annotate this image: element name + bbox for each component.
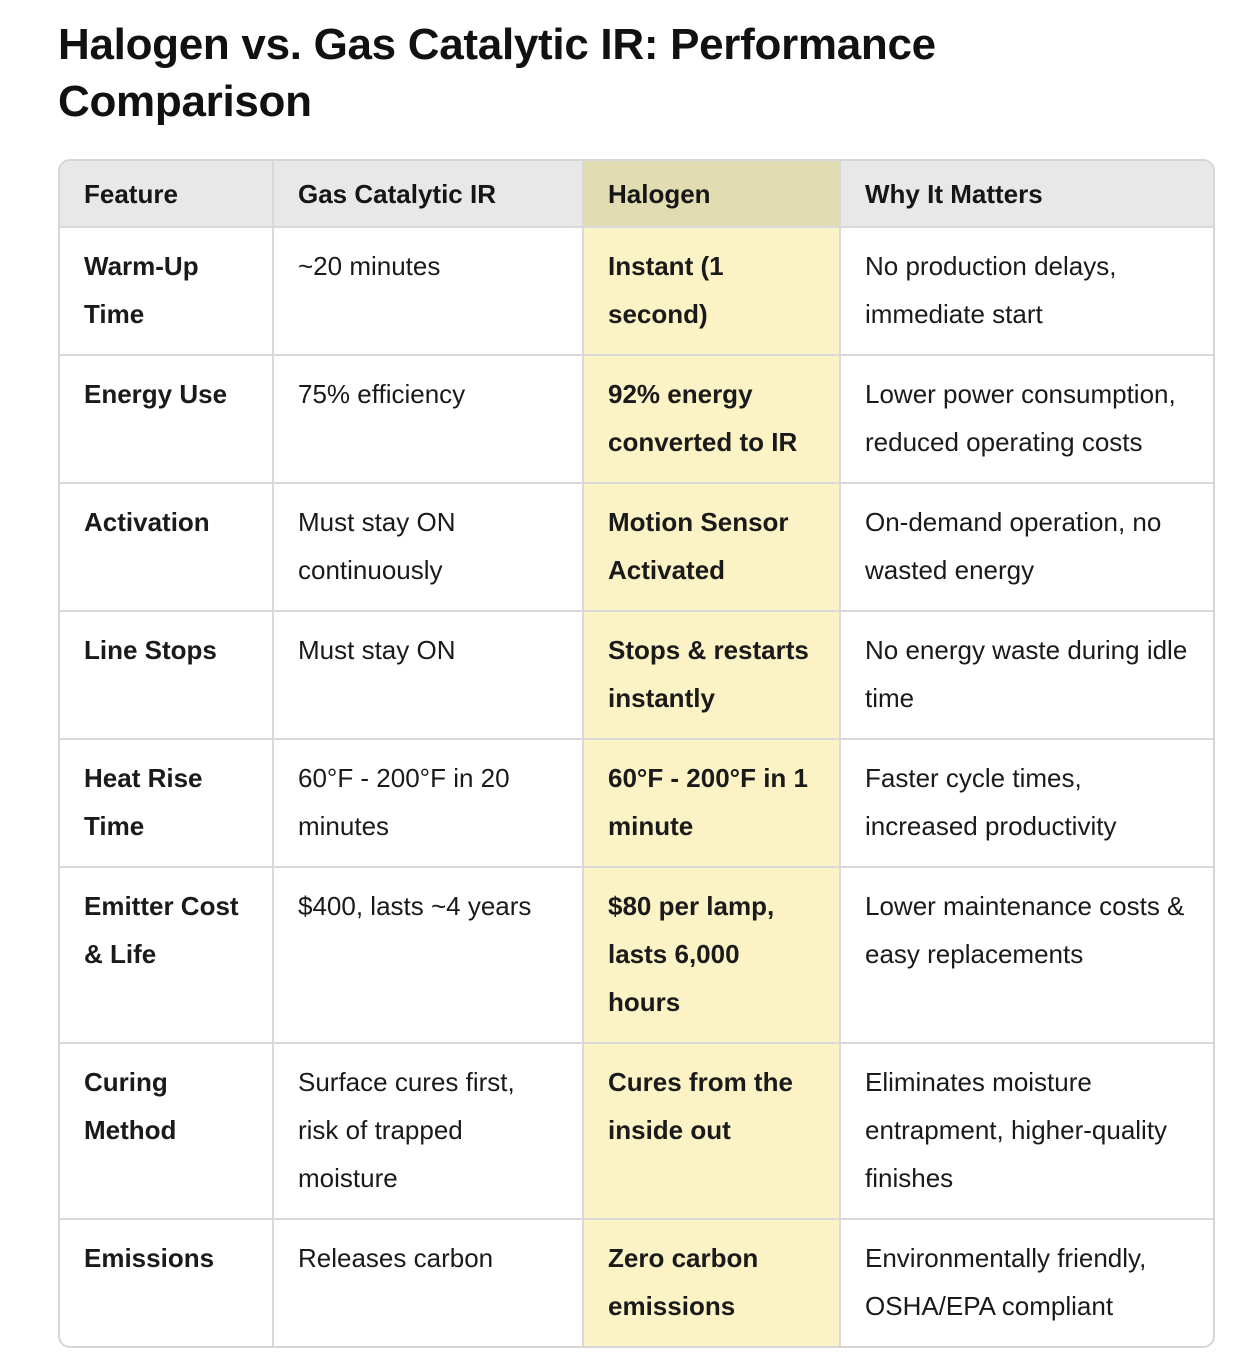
header-feature: Feature [60,161,274,228]
gas-cell: Surface cures first, risk of trapped moi… [273,1043,584,1220]
halogen-cell: Zero carbon emissions [583,1219,841,1346]
table-row: Energy Use 75% efficiency 92% energy con… [60,355,1213,484]
header-gas-catalytic-ir: Gas Catalytic IR [273,161,584,228]
gas-cell: Releases carbon [273,1219,584,1346]
header-why-it-matters: Why It Matters [840,161,1213,228]
why-cell: Eliminates moisture entrapment, higher-q… [840,1043,1213,1220]
feature-cell: Curing Method [60,1043,274,1220]
gas-cell: 60°F - 200°F in 20 minutes [273,739,584,868]
why-cell: No production delays, immediate start [840,227,1213,356]
why-cell: No energy waste during idle time [840,611,1213,740]
header-halogen: Halogen [583,161,841,228]
gas-cell: Must stay ON continuously [273,483,584,612]
halogen-cell: Motion Sensor Activated [583,483,841,612]
why-cell: Environmentally friendly, OSHA/EPA compl… [865,1243,1147,1321]
table-row: Heat Rise Time 60°F - 200°F in 20 minute… [60,739,1213,868]
why-cell: Faster cycle times, increased productivi… [840,739,1213,868]
gas-cell: ~20 minutes [273,227,584,356]
table-row: Activation Must stay ON continuously Mot… [60,483,1213,612]
feature-cell: Heat Rise Time [60,739,274,868]
why-cell: Lower maintenance costs & easy replaceme… [840,867,1213,1044]
page-title: Halogen vs. Gas Catalytic IR: Performanc… [58,20,936,126]
gas-cell: $400, lasts ~4 years [273,867,584,1044]
comparison-table: Feature Gas Catalytic IR Halogen Why It … [58,159,1215,1348]
halogen-cell: 92% energy converted to IR [583,355,841,484]
table-row: Emitter Cost & Life $400, lasts ~4 years… [60,867,1213,1044]
halogen-cell: Instant (1 second) [583,227,841,356]
table-row: Warm-Up Time ~20 minutes Instant (1 seco… [60,227,1213,356]
table-row: Curing Method Surface cures first, risk … [60,1043,1213,1220]
feature-cell: Activation [60,483,274,612]
gas-cell: Must stay ON [273,611,584,740]
gas-cell: 75% efficiency [273,355,584,484]
feature-cell: Emitter Cost & Life [60,867,274,1044]
table-header-row: Feature Gas Catalytic IR Halogen Why It … [60,161,1213,228]
feature-cell: Line Stops [60,611,274,740]
feature-cell: Emissions [60,1219,274,1346]
halogen-cell: Stops & restarts instantly [583,611,841,740]
feature-cell: Energy Use [60,355,274,484]
table-row: Emissions Releases carbon Zero carbon em… [60,1219,1213,1346]
halogen-cell: Cures from the inside out [583,1043,841,1220]
table-row: Line Stops Must stay ON Stops & restarts… [60,611,1213,740]
halogen-cell: $80 per lamp, lasts 6,000 hours [583,867,841,1044]
why-cell: On-demand operation, no wasted energy [840,483,1213,612]
halogen-cell: 60°F - 200°F in 1 minute [583,739,841,868]
why-cell: Lower power consumption, reduced operati… [840,355,1213,484]
feature-cell: Warm-Up Time [60,227,274,356]
